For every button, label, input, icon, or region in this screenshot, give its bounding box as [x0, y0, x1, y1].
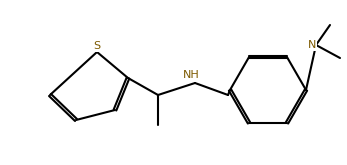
Text: N: N	[308, 40, 316, 50]
Text: NH: NH	[183, 70, 200, 80]
Text: S: S	[93, 41, 101, 51]
